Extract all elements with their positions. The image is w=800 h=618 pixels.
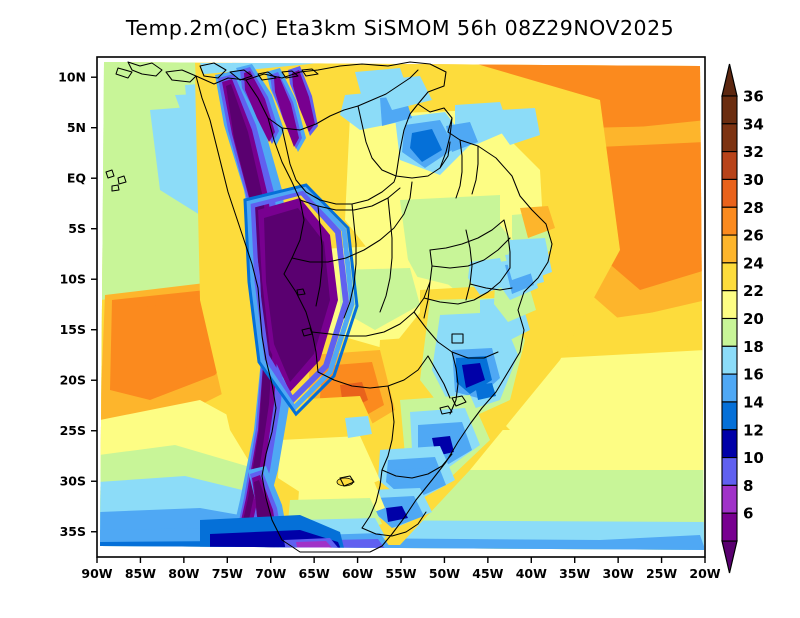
colorbar-band [721,457,738,486]
y-axis-label: EQ [67,171,86,186]
colorbar: 36 34 32 30 28 26 24 22 20 18 16 14 12 10 8 6 [721,63,764,574]
colorbar-band [721,95,738,125]
page-title: Temp.2m(oC) Eta3km SiSMOM 56h 08Z29NOV20… [125,16,675,40]
x-axis-label: 30W [603,566,634,581]
colorbar-tick-label: 28 [743,199,764,217]
colorbar-tick-label: 6 [743,505,753,523]
x-axis-label: 80W [168,566,199,581]
colorbar-tick-label: 18 [743,338,764,356]
colorbar-tick-label: 14 [743,393,764,411]
colorbar-band [721,429,738,459]
colorbar-tick-label: 16 [743,366,764,384]
x-axis-label: 75W [212,566,243,581]
x-axis-label: 55W [385,566,416,581]
colorbar-band [721,484,738,514]
x-axis: 90W 85W 80W 75W 70W 65W 60W 55W 50W 45W 40W 35W 30W 2… [81,557,721,581]
colorbar-band [721,345,738,375]
x-axis-label: 20W [689,566,720,581]
colorbar-band [721,317,738,347]
coastlines-and-borders [105,61,553,553]
colorbar-tick-label: 34 [743,115,764,133]
x-axis-label: 90W [81,566,112,581]
colorbar-band [721,401,738,431]
colorbar-band [721,512,738,542]
colorbar-tick-label: 24 [743,254,764,272]
colorbar-tick-label: 20 [743,310,764,328]
colorbar-tick-label: 26 [743,227,764,245]
y-axis-label: 15S [60,322,86,337]
x-axis-label: 70W [255,566,286,581]
y-axis-label: 20S [60,373,86,388]
colorbar-tick-label: 32 [743,143,764,161]
colorbar-band [721,178,738,208]
colorbar-band [721,234,738,264]
colorbar-tick-label: 12 [743,421,764,439]
x-axis-label: 40W [516,566,547,581]
x-axis-label: 35W [559,566,590,581]
colorbar-tick-label: 36 [743,88,764,106]
colorbar-top-arrow [721,63,738,97]
y-axis-label: 10S [60,272,86,287]
colorbar-tick-label: 22 [743,282,764,300]
y-axis-label: 30S [60,474,86,489]
y-axis-label: 5N [67,120,86,135]
colorbar-band [721,373,738,403]
y-axis-label: 35S [60,524,86,539]
x-axis-label: 45W [472,566,503,581]
y-axis-label: 5S [68,221,86,236]
colorbar-band [721,290,738,320]
colorbar-bottom-arrow [721,540,738,574]
colorbar-tick-label: 10 [743,449,764,467]
y-axis-label: 25S [60,423,86,438]
x-axis-label: 85W [125,566,156,581]
colorbar-band [721,151,738,180]
x-axis-label: 50W [429,566,460,581]
y-axis: 10N 5N EQ 5S 10S 15S 20S 25S 30S 35S [58,70,97,539]
temperature-field [100,62,704,550]
x-axis-label: 65W [299,566,330,581]
y-axis-label: 10N [58,70,86,85]
colorbar-band [721,206,738,236]
colorbar-tick-label: 8 [743,477,753,495]
colorbar-tick-label: 30 [743,171,764,189]
x-axis-label: 60W [342,566,373,581]
x-axis-label: 25W [646,566,677,581]
colorbar-band [721,123,738,153]
colorbar-band [721,262,738,292]
